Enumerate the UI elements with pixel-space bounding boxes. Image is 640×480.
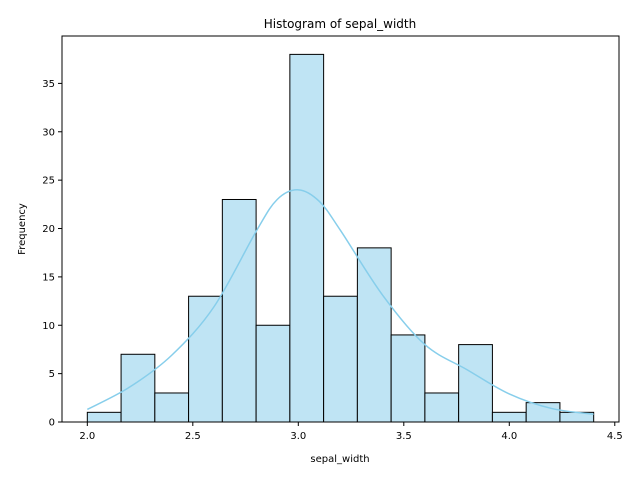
x-tick-label-4: 4.0: [501, 431, 517, 442]
histogram-bar-6: [289, 53, 325, 423]
x-tick-label-3: 3.5: [396, 431, 412, 442]
histogram-bar-5: [255, 324, 291, 423]
histogram-bar-2: [154, 392, 190, 423]
x-tick-label-2: 3.0: [290, 431, 306, 442]
y-tick-label-0: 0: [49, 418, 55, 429]
y-tick-label-4: 20: [42, 224, 55, 235]
histogram-bar-4: [221, 198, 257, 423]
x-tick-label-0: 2.0: [79, 431, 95, 442]
y-tick-label-6: 30: [42, 127, 55, 138]
y-axis-ticks: 0 5 10 15 20 25 30 35: [42, 79, 62, 429]
y-tick-label-3: 15: [42, 272, 55, 283]
x-tick-label-1: 2.5: [185, 431, 201, 442]
histogram-bar-10: [424, 392, 460, 423]
histogram-bar-9: [390, 334, 426, 423]
histogram-bar-8: [356, 247, 392, 423]
histogram-bar-3: [188, 295, 223, 423]
histogram-bar-12: [491, 411, 527, 423]
chart-title: Histogram of sepal_width: [264, 17, 416, 31]
histogram-bar-7: [323, 295, 358, 423]
x-axis-ticks: 2.0 2.5 3.0 3.5 4.0 4.5: [79, 422, 623, 442]
x-axis-label: sepal_width: [310, 454, 369, 465]
y-tick-label-2: 10: [42, 321, 55, 332]
histogram-bar-11: [458, 344, 493, 423]
bars-group: [86, 53, 595, 423]
x-tick-label-5: 4.5: [607, 431, 623, 442]
histogram-bar-1: [120, 353, 156, 423]
y-tick-label-5: 25: [42, 176, 55, 187]
y-tick-label-1: 5: [49, 369, 55, 380]
kde-curve: [86, 189, 594, 416]
histogram-bar-0: [86, 411, 122, 423]
y-tick-label-7: 35: [42, 79, 55, 90]
y-axis-label: Frequency: [17, 203, 28, 255]
